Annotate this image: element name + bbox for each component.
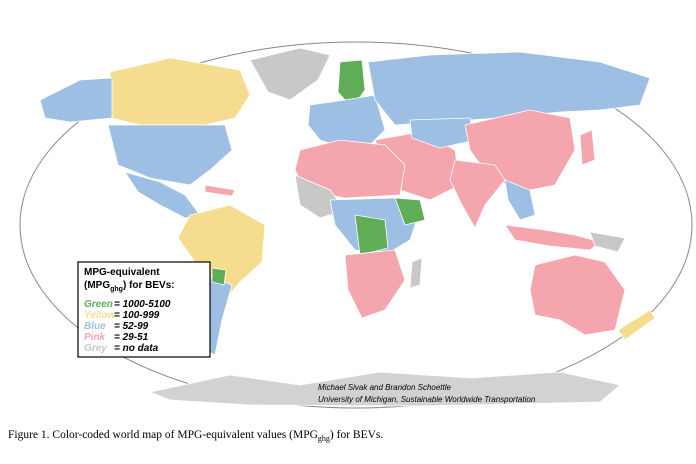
- ethiopia: [394, 197, 426, 226]
- legend-label: Green: [84, 299, 113, 310]
- legend-title: ) for BEVs:: [123, 280, 175, 291]
- antarctica: [148, 371, 621, 407]
- alaska: [39, 77, 113, 123]
- canada: [109, 57, 251, 126]
- legend-range: = 52-99: [114, 321, 149, 332]
- new-guinea: [589, 231, 626, 253]
- legend-range: = no data: [114, 343, 159, 354]
- legend-range: = 29-51: [114, 332, 149, 343]
- legend-label: Blue: [84, 321, 106, 332]
- madagascar: [409, 257, 423, 289]
- caribbean: [204, 184, 236, 197]
- new-zealand: [617, 309, 656, 341]
- russia: [367, 51, 651, 126]
- legend-range: = 100-999: [114, 310, 160, 321]
- usa: [107, 124, 233, 186]
- caption-text: Figure 1. Color-coded world map of MPG-e…: [8, 429, 318, 441]
- central-asia: [409, 117, 476, 149]
- legend-title: (MPGghg) for BEVs:: [84, 280, 175, 293]
- legend-label: Grey: [84, 343, 107, 354]
- caption: Figure 1. Color-coded world map of MPG-e…: [8, 429, 383, 443]
- legend-label: Yellow: [84, 310, 117, 321]
- legend-range: = 1000-5100: [114, 299, 171, 310]
- south-america: [177, 204, 266, 301]
- land: [39, 47, 656, 407]
- congo: [354, 214, 389, 256]
- india: [449, 159, 506, 229]
- credit: University of Michigan, Sustainable Worl…: [318, 395, 536, 404]
- caption-subscript: ghg: [318, 434, 330, 443]
- legend-box: [77, 261, 211, 358]
- caption-text: ) for BEVs.: [330, 429, 383, 441]
- paraguay: [211, 267, 227, 286]
- legend-title: MPG-equivalent: [84, 267, 160, 278]
- southeast-asia: [504, 179, 536, 221]
- japan: [579, 129, 596, 166]
- australia: [529, 254, 626, 336]
- legend-subscript: ghg: [110, 286, 123, 293]
- greenland: [249, 47, 331, 101]
- credit: Michael Sivak and Brandon Schoettle: [318, 383, 452, 392]
- southern-africa: [344, 249, 406, 319]
- legend-label: Pink: [84, 332, 106, 343]
- legend-title: (MPG: [84, 280, 110, 291]
